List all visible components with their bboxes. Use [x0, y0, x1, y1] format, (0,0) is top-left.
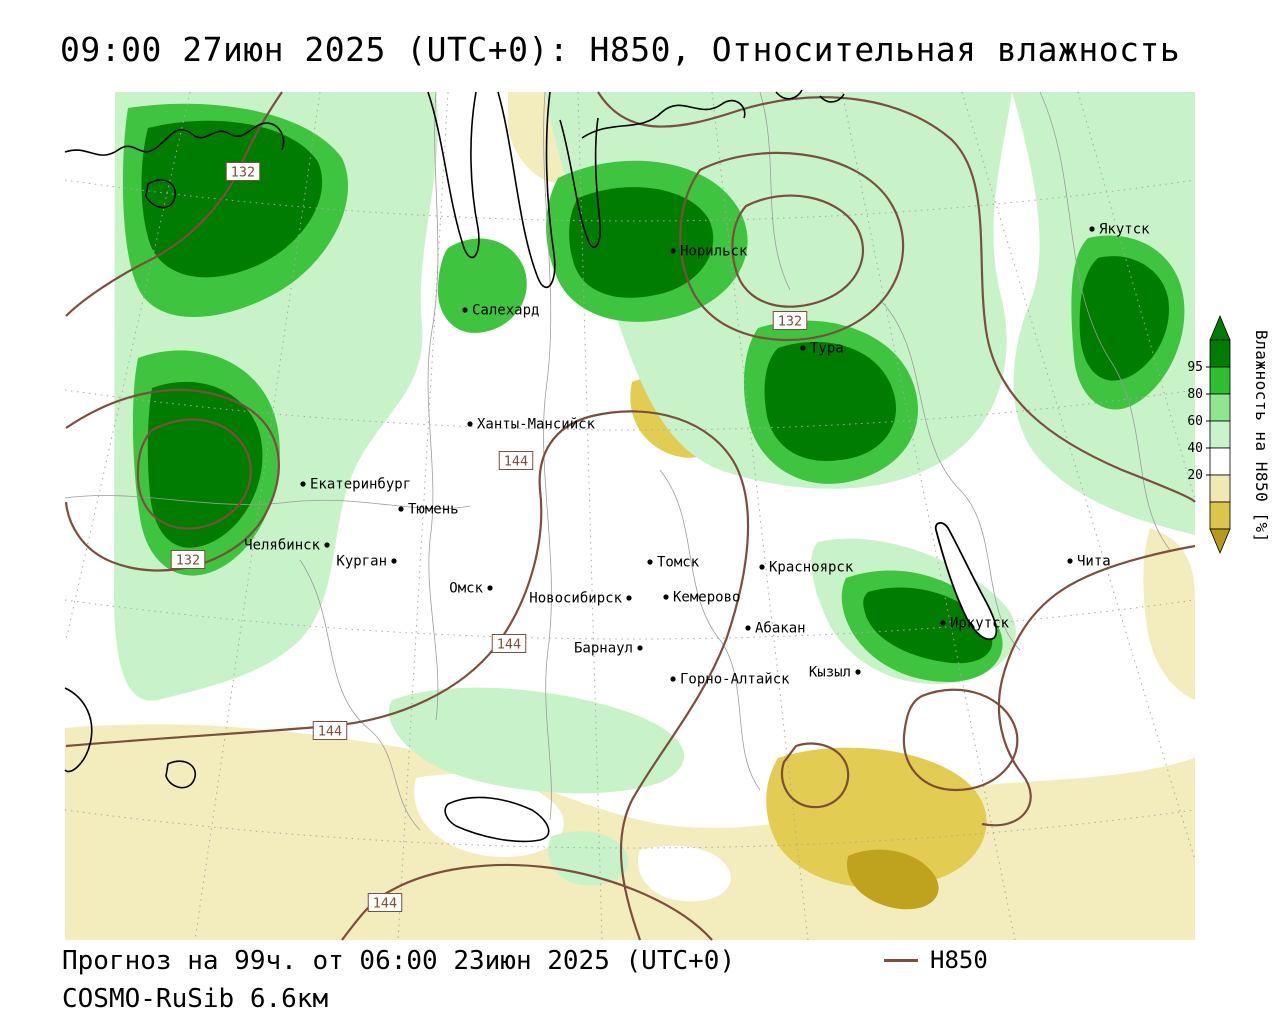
city-label: Тура: [810, 341, 844, 357]
city-marker: Тюмень: [398, 502, 458, 518]
colorbar-segment: [1210, 340, 1230, 367]
city-dot: [300, 481, 305, 486]
city-label: Омск: [449, 581, 483, 597]
city-marker: Салехард: [462, 303, 539, 319]
city-dot: [745, 625, 750, 630]
city-marker: Томск: [647, 555, 699, 571]
colorbar-tick-label: 60: [1187, 414, 1203, 429]
city-marker: Ханты-Мансийск: [467, 417, 595, 433]
colorbar-segment: [1210, 394, 1230, 421]
city-label: Салехард: [472, 303, 539, 319]
city-dot: [637, 645, 642, 650]
city-dot: [1067, 558, 1072, 563]
city-label: Тюмень: [408, 502, 459, 518]
city-marker: Горно-Алтайск: [670, 672, 790, 688]
city-marker: Новосибирск: [529, 591, 631, 607]
city-dot: [759, 564, 764, 569]
contour-label: 144: [499, 452, 533, 470]
city-dot: [626, 595, 631, 600]
colorbar-segment: [1210, 475, 1230, 502]
city-marker: Кызыл: [809, 665, 861, 681]
city-marker: Якутск: [1089, 222, 1150, 238]
contour-label-text: 144: [318, 724, 342, 740]
city-label: Красноярск: [769, 560, 854, 576]
contour-label-text: 144: [373, 896, 397, 912]
city-marker: Барнаул: [574, 641, 643, 657]
city-label: Курган: [336, 554, 387, 570]
city-label: Кемерово: [673, 590, 740, 606]
city-dot: [324, 542, 329, 547]
city-marker: Челябинск: [244, 538, 329, 554]
city-dot: [663, 594, 668, 599]
city-label: Челябинск: [244, 538, 320, 554]
colorbar-arrow-down: [1210, 529, 1230, 553]
city-dot: [940, 620, 945, 625]
city-marker: Красноярск: [759, 560, 853, 576]
city-dot: [1089, 226, 1094, 231]
contour-label: 144: [368, 894, 402, 912]
city-dot: [647, 559, 652, 564]
contour-label: 144: [313, 722, 347, 740]
colorbar-arrow-up: [1210, 316, 1230, 340]
city-marker: Екатеринбург: [300, 477, 411, 493]
colorbar-tick-label: 95: [1187, 360, 1203, 375]
model-info: COSMO-RuSib 6.6км: [62, 984, 328, 1014]
h850-contour-line-icon: [884, 959, 918, 962]
contour-label: 132: [773, 312, 807, 330]
contour-label-text: 132: [778, 314, 802, 330]
city-marker: Иркутск: [940, 616, 1009, 632]
city-label: Екатеринбург: [310, 477, 411, 493]
city-dot: [462, 307, 467, 312]
contour-label: 132: [171, 551, 205, 569]
colorbar-segment: [1210, 502, 1230, 529]
city-marker: Абакан: [745, 621, 805, 637]
city-dot: [855, 669, 860, 674]
contour-label-text: 132: [231, 165, 255, 181]
city-label: Новосибирск: [529, 591, 622, 607]
city-dot: [398, 506, 403, 511]
city-label: Абакан: [755, 621, 806, 637]
city-label: Якутск: [1099, 222, 1150, 238]
city-label: Кызыл: [809, 665, 851, 681]
h850-legend-label: H850: [930, 946, 988, 974]
city-label: Иркутск: [950, 616, 1010, 632]
city-dot: [487, 585, 492, 590]
forecast-info: Прогноз на 99ч. от 06:00 23июн 2025 (UTC…: [62, 946, 735, 976]
city-label: Горно-Алтайск: [680, 672, 790, 688]
city-marker: Чита: [1067, 554, 1110, 570]
city-dot: [391, 558, 396, 563]
colorbar-segment: [1210, 367, 1230, 394]
contour-label: 132: [226, 163, 260, 181]
city-dot: [670, 248, 675, 253]
colorbar-segment: [1210, 448, 1230, 475]
contour-label-text: 132: [176, 553, 200, 569]
city-label: Чита: [1077, 554, 1111, 570]
colorbar-label: Влажность на H850 [%]: [1252, 330, 1271, 543]
city-dot: [670, 676, 675, 681]
humidity-colorbar: 95 80 60 40 20 Влажность на H850 [%]: [1187, 316, 1271, 553]
city-marker: Курган: [336, 554, 396, 570]
city-dot: [800, 345, 805, 350]
contour-label: 144: [492, 635, 526, 653]
colorbar-tick-label: 20: [1187, 468, 1203, 483]
colorbar-tick-label: 40: [1187, 441, 1203, 456]
colorbar-segment: [1210, 421, 1230, 448]
city-dot: [467, 421, 472, 426]
contour-label-text: 144: [504, 454, 528, 470]
city-label: Ханты-Мансийск: [477, 417, 596, 433]
contour-label-text: 144: [497, 637, 521, 653]
city-label: Норильск: [680, 244, 748, 260]
city-label: Барнаул: [574, 641, 633, 657]
city-marker: Кемерово: [663, 590, 740, 606]
city-marker: Омск: [449, 581, 492, 597]
h850-legend: H850: [884, 946, 988, 974]
humidity-map: Норильск Якутск Салехард Тура Ханты-Мансийск…: [0, 0, 1280, 1024]
city-label: Томск: [657, 555, 700, 571]
colorbar-tick-label: 80: [1187, 387, 1203, 402]
city-marker: Норильск: [670, 244, 748, 260]
